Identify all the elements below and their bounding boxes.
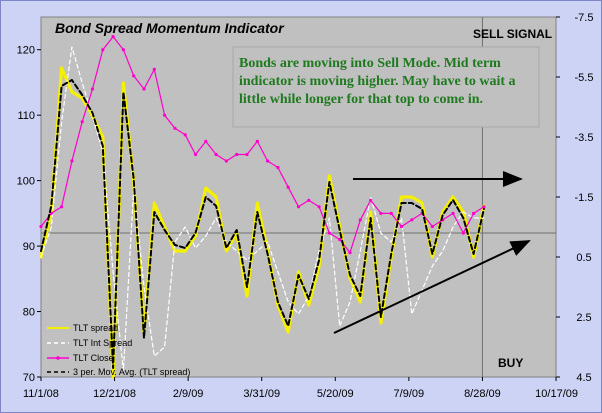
tlt-close-point — [296, 205, 301, 209]
legend-label-tlt-int-spread: TLT Int Spread — [73, 338, 132, 348]
tlt-close-point — [472, 211, 476, 215]
tlt-close-point — [389, 211, 393, 215]
tlt-close-point — [255, 139, 259, 143]
tlt-close-point — [399, 224, 404, 229]
tlt-close-point — [90, 87, 95, 91]
tlt-close-point — [204, 139, 208, 143]
y-left-tick-label: 90 — [23, 241, 35, 253]
support-arrow — [333, 240, 531, 334]
x-tick-label: 10/17/09 — [535, 388, 578, 400]
y-right-tick-label: 4.5 — [576, 372, 591, 384]
y-right-tick-label: -5.5 — [575, 72, 594, 84]
tlt-close-point — [70, 159, 74, 163]
y-left-tick-label: 100 — [17, 176, 35, 188]
tlt-close-point — [379, 211, 383, 215]
tlt-close-point — [214, 152, 218, 157]
tlt-close-point — [39, 224, 43, 229]
tlt-close-point — [338, 237, 342, 242]
x-tick-label: 2/9/09 — [173, 388, 204, 400]
tlt-close-point — [152, 67, 156, 71]
tlt-close-point — [132, 74, 136, 78]
x-tick-label: 8/28/09 — [464, 388, 501, 400]
note-box — [232, 46, 540, 128]
y-left-tick-label: 80 — [23, 307, 35, 319]
legend-marker-tlt-close — [56, 356, 60, 360]
tlt-close-point — [111, 35, 115, 39]
x-tick-label: 11/1/08 — [23, 388, 59, 400]
tlt-close-point — [183, 133, 187, 137]
legend-label-tlt-close: TLT Close — [73, 353, 114, 363]
tlt-close-point — [224, 159, 228, 163]
legend: TLT spread TLT Int Spread TLT Close 3 pe… — [47, 323, 190, 377]
tlt-close-point — [410, 218, 414, 222]
note-line-2: indicator is moving higher. May have to … — [239, 74, 516, 89]
tlt-close-point — [173, 126, 177, 130]
x-tick-label: 5/20/09 — [317, 388, 354, 400]
series-layer — [39, 35, 486, 379]
y-right-ticks: -7.5 -5.5 -3.5 -1.5 0.5 2.5 4.5 — [556, 12, 593, 384]
tlt-close-point — [245, 152, 249, 157]
series-line-tlt-close — [40, 35, 485, 254]
tlt-close-point — [482, 205, 486, 209]
tlt-close-point — [235, 152, 239, 157]
y-right-tick-label: -7.5 — [575, 12, 594, 24]
y-right-tick-label: 2.5 — [576, 312, 591, 324]
tlt-close-point — [461, 231, 465, 235]
note-line-3: little while longer for that top to come… — [239, 92, 483, 107]
tlt-close-point — [358, 218, 362, 222]
tlt-close-point — [276, 165, 280, 170]
y-left-ticks: 70 80 90 100 110 120 — [17, 45, 41, 384]
tlt-close-point — [327, 231, 331, 235]
buy-label: BUY — [498, 356, 523, 370]
tlt-close-point — [286, 185, 290, 189]
y-left-tick-label: 120 — [17, 45, 35, 57]
sell-signal-label: SELL SIGNAL — [473, 27, 552, 41]
tlt-close-point — [121, 48, 125, 52]
tlt-close-point — [142, 87, 146, 91]
y-right-tick-label: -3.5 — [575, 132, 594, 144]
tlt-close-point — [163, 113, 167, 117]
y-right-tick-label: -1.5 — [575, 192, 594, 204]
tlt-close-point — [101, 48, 105, 52]
y-right-tick-label: 0.5 — [576, 252, 591, 264]
tlt-close-point — [193, 152, 198, 157]
tlt-close-point — [307, 198, 311, 202]
tlt-close-point — [60, 205, 64, 209]
tlt-close-point — [369, 198, 373, 202]
tlt-close-point — [80, 120, 84, 124]
x-ticks: 11/1/08 12/21/08 2/9/09 3/31/09 5/20/09 7/9/0… — [23, 377, 578, 400]
legend-label-tlt-spread: TLT spread — [73, 323, 118, 333]
x-tick-label: 7/9/09 — [394, 388, 425, 400]
legend-label-moving-average: 3 per. Mov. Avg. (TLT spread) — [73, 367, 190, 377]
tlt-close-point — [430, 224, 434, 229]
chart-title: Bond Spread Momentum Indicator — [55, 20, 285, 36]
tlt-close-point — [266, 159, 270, 163]
trend-arrows — [333, 171, 531, 334]
tlt-close-point — [348, 251, 352, 255]
series-line-moving-average — [40, 79, 485, 369]
y-left-tick-label: 110 — [17, 110, 35, 122]
tlt-close-point — [317, 205, 321, 209]
note-line-1: Bonds are moving into Sell Mode. Mid ter… — [239, 56, 501, 71]
y-left-tick-label: 70 — [23, 372, 35, 384]
x-tick-label: 12/21/08 — [93, 388, 136, 400]
tlt-close-point — [451, 211, 455, 215]
x-tick-label: 3/31/09 — [243, 388, 280, 400]
